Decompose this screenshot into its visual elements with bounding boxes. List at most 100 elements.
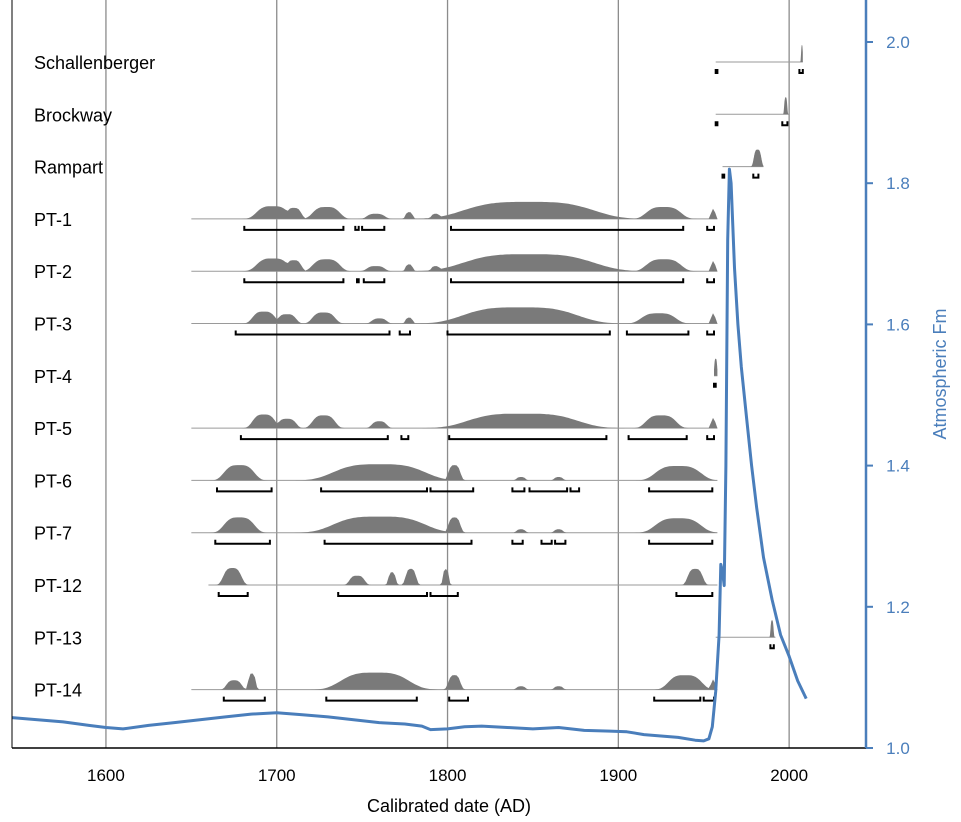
y-tick-label: 1.4 <box>886 457 910 476</box>
range-bracket <box>648 487 714 493</box>
x-axis-title: Calibrated date (AD) <box>367 796 531 816</box>
range-bracket <box>625 330 690 336</box>
x-tick-label: 2000 <box>770 766 808 785</box>
sample-row: PT-1 <box>34 201 718 231</box>
range-bracket <box>653 696 702 702</box>
sample-row: PT-13 <box>34 620 776 650</box>
range-bracket <box>354 225 360 231</box>
range-bracket <box>569 487 581 493</box>
sample-label: PT-7 <box>34 524 72 544</box>
probability-distribution <box>191 516 718 533</box>
sample-row: PT-2 <box>34 254 718 284</box>
range-bracket <box>323 539 473 545</box>
range-bracket <box>450 278 685 284</box>
sample-label: PT-3 <box>34 315 72 335</box>
range-bracket <box>446 330 611 336</box>
range-bracket <box>234 330 391 336</box>
sample-label: PT-6 <box>34 471 72 491</box>
sample-row: PT-7 <box>34 516 718 545</box>
range-bracket <box>511 487 526 493</box>
probability-distribution <box>191 464 718 481</box>
range-bracket <box>222 696 266 702</box>
range-bracket <box>450 225 685 231</box>
range-bracket <box>706 225 715 231</box>
sample-row: PT-6 <box>34 464 718 493</box>
sample-label: Schallenberger <box>34 53 155 73</box>
sample-row: Rampart <box>34 149 764 179</box>
probability-distribution <box>191 254 718 272</box>
range-bracket <box>752 173 760 179</box>
sample-label: Rampart <box>34 158 103 178</box>
range-bracket <box>429 592 459 597</box>
probability-distribution <box>191 307 718 324</box>
range-bracket <box>781 121 789 127</box>
sample-row: PT-12 <box>34 568 718 597</box>
range-bracket <box>706 278 715 284</box>
x-tick-label: 1700 <box>258 766 296 785</box>
x-tick-labels: 1600 1700 1800 1900 2000 <box>87 766 808 785</box>
range-bracket <box>721 173 726 179</box>
range-bracket <box>400 435 410 441</box>
x-tick-label: 1900 <box>599 766 637 785</box>
range-bracket <box>448 696 469 702</box>
range-bracket <box>398 330 411 336</box>
range-bracket <box>540 539 553 545</box>
sample-row: PT-4 <box>34 358 718 388</box>
range-bracket <box>714 69 719 74</box>
sample-row: PT-3 <box>34 307 718 336</box>
range-bracket <box>243 278 345 284</box>
probability-distribution <box>191 672 718 690</box>
range-bracket <box>337 592 428 597</box>
range-bracket <box>362 278 386 284</box>
sample-label: PT-12 <box>34 576 82 596</box>
range-bracket <box>216 487 273 493</box>
range-bracket <box>769 644 775 650</box>
range-bracket <box>528 487 569 493</box>
range-bracket <box>239 435 389 441</box>
range-bracket <box>706 435 715 441</box>
probability-distribution <box>191 413 718 429</box>
range-bracket <box>356 278 360 284</box>
range-bracket <box>217 592 249 597</box>
range-bracket <box>675 592 714 597</box>
range-bracket <box>429 487 475 493</box>
atmospheric-curve-layer <box>11 167 808 743</box>
x-tick-label: 1800 <box>429 766 467 785</box>
y-tick-label: 2.0 <box>886 33 910 52</box>
range-bracket <box>713 382 717 388</box>
y-tick-label: 1.6 <box>886 315 910 334</box>
probability-distribution <box>714 358 718 376</box>
range-bracket <box>714 121 719 127</box>
range-bracket <box>706 330 715 336</box>
sample-label: Brockway <box>34 105 112 125</box>
atmospheric-fm-curve <box>11 167 808 743</box>
range-bracket <box>243 225 345 231</box>
sample-row: PT-5 <box>34 413 718 441</box>
range-bracket <box>648 539 714 545</box>
sample-distributions: Schallenberger Brockway Rampart PT-1 PT-2 PT-… <box>34 45 804 702</box>
range-bracket <box>511 539 524 545</box>
sample-label: PT-2 <box>34 262 72 282</box>
y-tick-label: 1.2 <box>886 598 910 617</box>
range-bracket <box>798 69 804 74</box>
sample-label: PT-5 <box>34 419 72 439</box>
plot-area <box>12 0 866 748</box>
range-bracket <box>361 225 386 231</box>
sample-label: PT-4 <box>34 367 72 387</box>
sample-row: PT-14 <box>34 672 718 702</box>
sample-label: PT-1 <box>34 210 72 230</box>
sample-label: PT-14 <box>34 681 82 701</box>
y-tick-label: 1.0 <box>886 739 910 758</box>
range-bracket <box>320 487 428 493</box>
probability-distribution <box>722 149 764 167</box>
y-axis-title: Atmospheric Fm <box>930 308 950 439</box>
sample-row: Schallenberger <box>34 45 804 74</box>
range-bracket <box>554 539 567 545</box>
y-tick-labels: 1.0 1.2 1.4 1.6 1.8 2.0 <box>866 33 910 758</box>
x-tick-label: 1600 <box>87 766 125 785</box>
sample-label: PT-13 <box>34 628 82 648</box>
range-bracket <box>448 435 608 441</box>
range-bracket <box>214 539 271 545</box>
gridlines <box>105 0 790 748</box>
